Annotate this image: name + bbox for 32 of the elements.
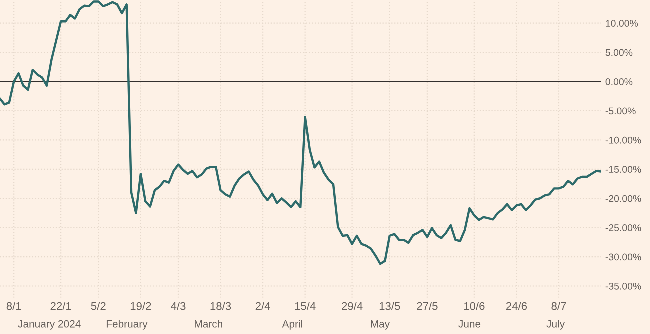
x-tick-label: 19/2 xyxy=(130,302,152,310)
x-tick-label: 8/7 xyxy=(552,302,566,310)
text: May xyxy=(371,320,390,330)
text: March xyxy=(195,320,222,328)
y-tick-label: 5.00% xyxy=(606,49,633,56)
y-tick-label: 0.00% xyxy=(606,78,633,86)
x-tick-label: 2/4 xyxy=(256,302,270,310)
y-tick-label: -10.00% xyxy=(606,136,642,144)
y-tick-label: -5.00% xyxy=(606,108,636,115)
x-tick-label: 4/3 xyxy=(171,302,186,310)
x-tick-label: 27/5 xyxy=(417,302,438,310)
x-tick-label: 13/5 xyxy=(380,302,400,310)
x-tick-label: 22/1 xyxy=(50,302,72,310)
text: July xyxy=(546,320,566,330)
y-tick-label: -35.00% xyxy=(606,282,642,290)
text: April xyxy=(282,320,302,330)
y-tick-label: -15.00% xyxy=(606,166,642,174)
x-tick-label: 24/6 xyxy=(506,302,528,310)
x-tick-label: 8/1 xyxy=(6,302,22,310)
y-tick-label: 10.00% xyxy=(606,20,638,27)
x-tick-label: 5/2 xyxy=(91,302,106,310)
text: February xyxy=(106,320,148,330)
text: January 2024 xyxy=(18,320,81,330)
x-tick-label: 29/4 xyxy=(342,302,363,310)
y-tick-label: -20.00% xyxy=(606,195,642,202)
x-tick-label: 15/4 xyxy=(295,302,316,310)
y-tick-label: -30.00% xyxy=(606,254,642,261)
x-tick-label: 18/3 xyxy=(210,302,232,310)
y-tick-label: -25.00% xyxy=(606,224,642,232)
line-series xyxy=(0,0,602,266)
text: June xyxy=(458,320,481,328)
x-tick-label: 10/6 xyxy=(464,302,485,310)
